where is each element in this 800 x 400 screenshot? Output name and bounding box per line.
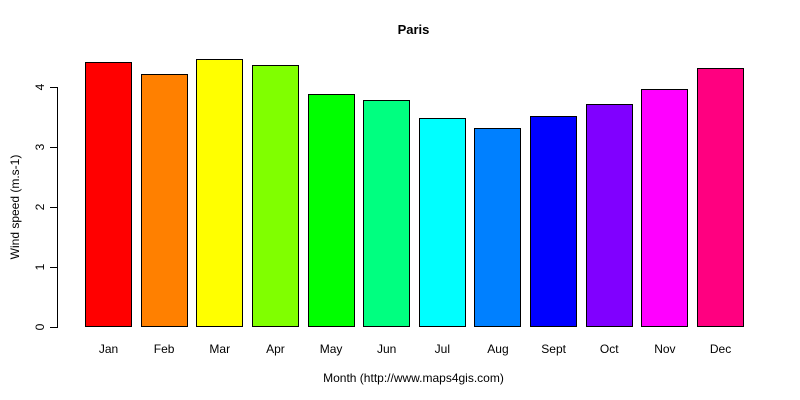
chart-title: Paris (397, 22, 430, 37)
bar-jun (363, 99, 411, 327)
y-tick-mark (50, 327, 57, 328)
y-tick-mark (50, 87, 57, 88)
y-tick-label-text: 3 (33, 143, 47, 151)
x-tick-label-jun: Jun (377, 342, 397, 356)
x-tick-label-jul: Jul (434, 342, 450, 356)
y-tick-mark (50, 207, 57, 208)
bar-dec (697, 67, 745, 327)
x-tick-label-mar: Mar (209, 342, 231, 356)
x-tick-label-sept: Sept (541, 342, 566, 356)
y-tick-label-text: 1 (33, 263, 47, 271)
bar-feb (140, 74, 188, 327)
y-tick-label-text: 2 (33, 203, 47, 211)
y-axis-title-text: Wind speed (m.s-1) (8, 154, 22, 260)
bar-apr (251, 65, 299, 327)
bar-oct (585, 103, 633, 327)
x-tick-label-dec: Dec (709, 342, 732, 356)
bar-jan (85, 61, 132, 327)
bar-sept (530, 116, 578, 327)
y-tick-mark (50, 147, 57, 148)
x-tick-label-aug: Aug (487, 342, 509, 356)
x-tick-label-apr: Apr (266, 342, 285, 356)
x-tick-label-may: May (319, 342, 343, 356)
x-tick-label-jan: Jan (98, 342, 119, 356)
y-tick-label-text: 0 (33, 323, 47, 331)
x-tick-label-feb: Feb (153, 342, 175, 356)
y-tick-label-text: 4 (33, 83, 47, 91)
bar-aug (474, 128, 522, 327)
bar-mar (196, 58, 244, 327)
x-tick-label-oct: Oct (599, 342, 619, 356)
y-tick-mark (50, 267, 57, 268)
y-axis-line (57, 87, 58, 328)
x-tick-label-nov: Nov (654, 342, 676, 356)
bar-may (307, 93, 355, 327)
bar-jul (418, 117, 466, 327)
bar-nov (641, 88, 689, 327)
x-axis-title: Month (http://www.maps4gis.com) (323, 371, 504, 385)
